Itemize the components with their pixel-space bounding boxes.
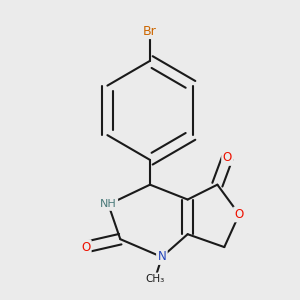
Text: O: O [81,241,90,254]
Text: O: O [235,208,244,221]
Text: N: N [158,250,166,263]
Text: O: O [223,152,232,164]
Text: Br: Br [143,25,157,38]
Text: NH: NH [100,200,117,209]
Text: CH₃: CH₃ [145,274,165,284]
